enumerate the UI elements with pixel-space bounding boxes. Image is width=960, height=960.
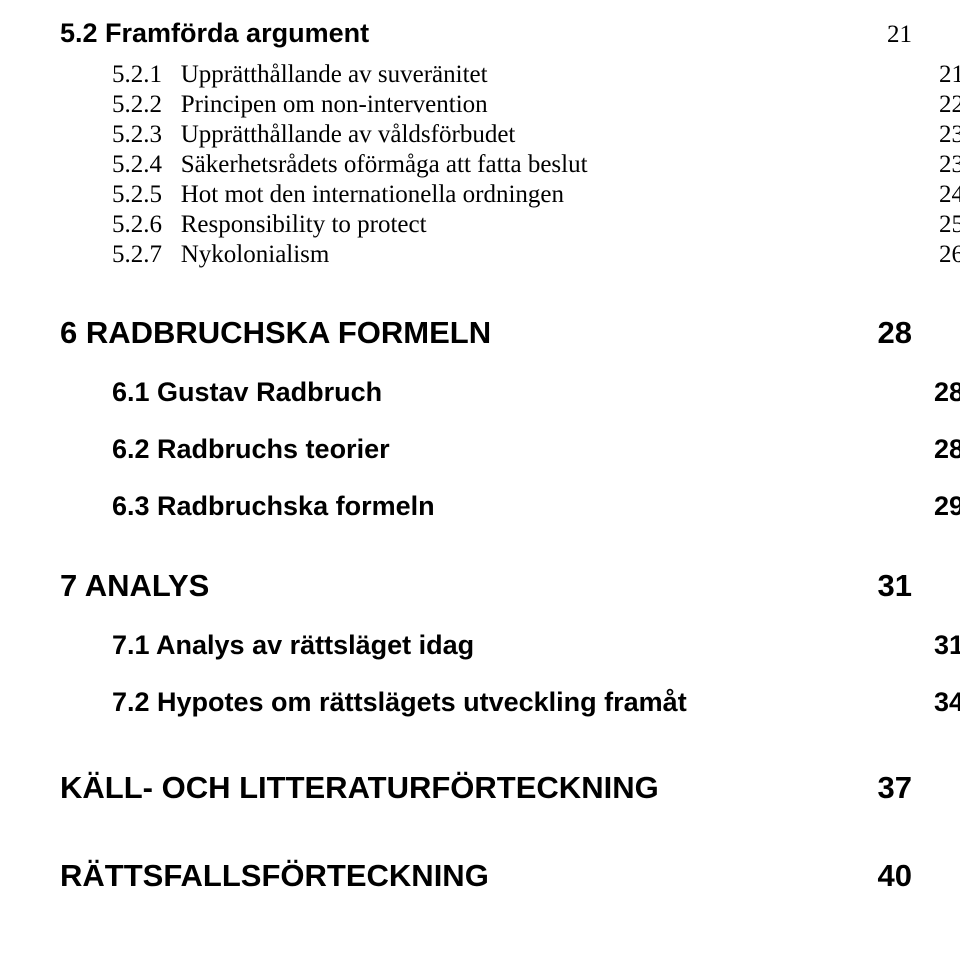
subsection-5-2-2: 5.2.2 Principen om non-intervention 22	[112, 91, 960, 119]
kall-page: 37	[878, 770, 912, 806]
subsection-page: 24	[939, 181, 960, 209]
subsection-page: 22	[939, 91, 960, 119]
section-label: 6.2 Radbruchs teorier	[112, 434, 390, 465]
subsection-page: 25	[939, 211, 960, 239]
section-6-1: 6.1 Gustav Radbruch 28	[112, 377, 960, 408]
section-page: 28	[934, 434, 960, 465]
subsection-label: 5.2.3 Upprätthållande av våldsförbudet	[112, 121, 515, 149]
ratt-page: 40	[878, 858, 912, 894]
subsection-page: 26	[939, 241, 960, 269]
section-label: 7.1 Analys av rättsläget idag	[112, 630, 474, 661]
chapter-6: 6 RADBRUCHSKA FORMELN 28	[60, 315, 912, 351]
chapter-6-label: 6 RADBRUCHSKA FORMELN	[60, 315, 491, 351]
section-page: 29	[934, 491, 960, 522]
section-label: 6.3 Radbruchska formeln	[112, 491, 435, 522]
subsection-page: 23	[939, 151, 960, 179]
chapter-6-page: 28	[878, 315, 912, 351]
ratt-label: RÄTTSFALLSFÖRTECKNING	[60, 858, 489, 894]
section-label: 6.1 Gustav Radbruch	[112, 377, 382, 408]
section-6-2: 6.2 Radbruchs teorier 28	[112, 434, 960, 465]
ratt-heading: RÄTTSFALLSFÖRTECKNING 40	[60, 858, 912, 894]
chapter-7: 7 ANALYS 31	[60, 568, 912, 604]
subsection-5-2-1: 5.2.1 Upprätthållande av suveränitet 21	[112, 61, 960, 89]
subsection-label: 5.2.2 Principen om non-intervention	[112, 91, 488, 119]
section-label: 7.2 Hypotes om rättslägets utveckling fr…	[112, 687, 687, 718]
subsection-label: 5.2.1 Upprätthållande av suveränitet	[112, 61, 488, 89]
subsection-5-2-4: 5.2.4 Säkerhetsrådets oförmåga att fatta…	[112, 151, 960, 179]
subsection-5-2-7: 5.2.7 Nykolonialism 26	[112, 241, 960, 269]
kall-heading: KÄLL- OCH LITTERATURFÖRTECKNING 37	[60, 770, 912, 806]
toc-page: 5.2 Framförda argument 21 5.2.1 Upprätth…	[0, 0, 960, 894]
subsection-label: 5.2.6 Responsibility to protect	[112, 211, 427, 239]
subsection-5-2-6: 5.2.6 Responsibility to protect 25	[112, 211, 960, 239]
kall-label: KÄLL- OCH LITTERATURFÖRTECKNING	[60, 770, 659, 806]
section-5-2-label: 5.2 Framförda argument	[60, 18, 369, 49]
subsection-label: 5.2.4 Säkerhetsrådets oförmåga att fatta…	[112, 151, 588, 179]
chapter-7-page: 31	[878, 568, 912, 604]
section-page: 34	[934, 687, 960, 718]
section-page: 28	[934, 377, 960, 408]
chapter-7-label: 7 ANALYS	[60, 568, 209, 604]
section-7-1: 7.1 Analys av rättsläget idag 31	[112, 630, 960, 661]
subsection-label: 5.2.7 Nykolonialism	[112, 241, 329, 269]
subsection-5-2-5: 5.2.5 Hot mot den internationella ordnin…	[112, 181, 960, 209]
subsection-5-2-3: 5.2.3 Upprätthållande av våldsförbudet 2…	[112, 121, 960, 149]
section-5-2-page: 21	[887, 21, 912, 49]
section-6-3: 6.3 Radbruchska formeln 29	[112, 491, 960, 522]
subsection-label: 5.2.5 Hot mot den internationella ordnin…	[112, 181, 564, 209]
section-7-2: 7.2 Hypotes om rättslägets utveckling fr…	[112, 687, 960, 718]
subsection-page: 23	[939, 121, 960, 149]
section-5-2: 5.2 Framförda argument 21	[60, 18, 912, 49]
subsection-page: 21	[939, 61, 960, 89]
section-page: 31	[934, 630, 960, 661]
